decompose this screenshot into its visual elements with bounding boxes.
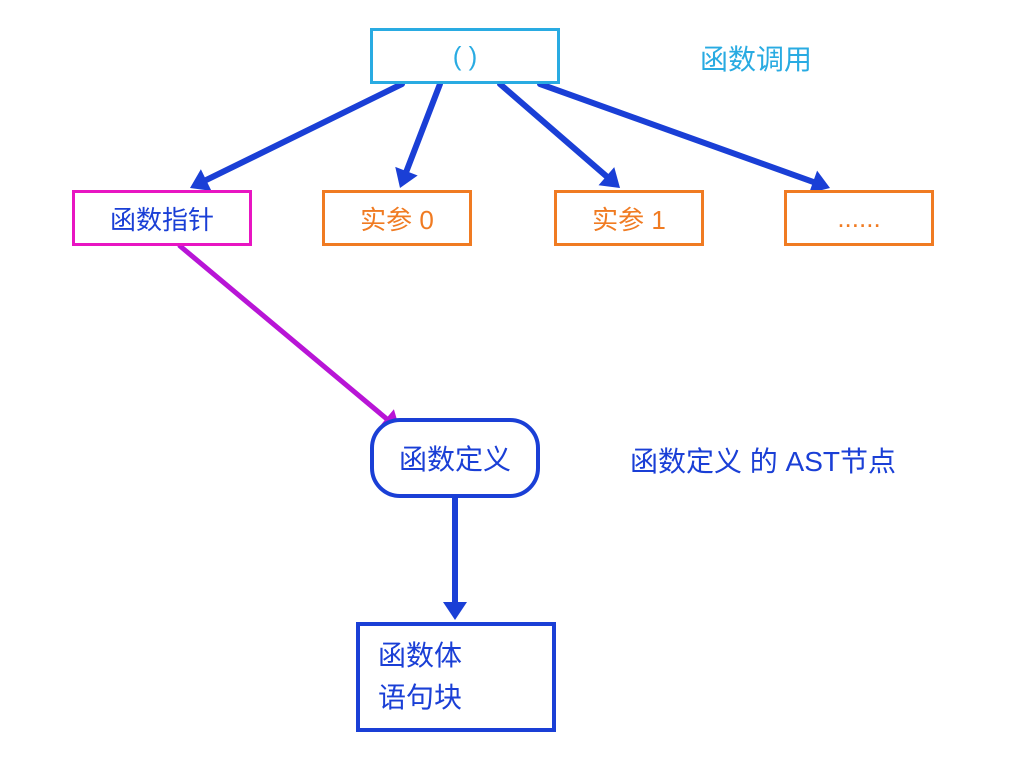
node-call: ( ) [370,28,560,84]
node-fnptr-text: 函数指针 [110,200,214,237]
node-argmore-text: ...... [837,203,880,234]
node-body-text: 函数体语句块 [378,635,552,719]
node-arg1: 实参 1 [554,190,704,246]
node-fnptr: 函数指针 [72,190,252,246]
node-arg0-text: 实参 0 [360,200,434,237]
node-arg0: 实参 0 [322,190,472,246]
node-fndef-text: 函数定义 [399,438,511,478]
node-fndef: 函数定义 [370,418,540,498]
node-argmore: ...... [784,190,934,246]
node-arg1-text: 实参 1 [592,200,666,237]
label-call: 函数调用 [700,38,812,78]
node-body: 函数体语句块 [356,622,556,732]
node-call-text: ( ) [453,41,478,72]
label-def: 函数定义 的 AST节点 [630,440,896,480]
